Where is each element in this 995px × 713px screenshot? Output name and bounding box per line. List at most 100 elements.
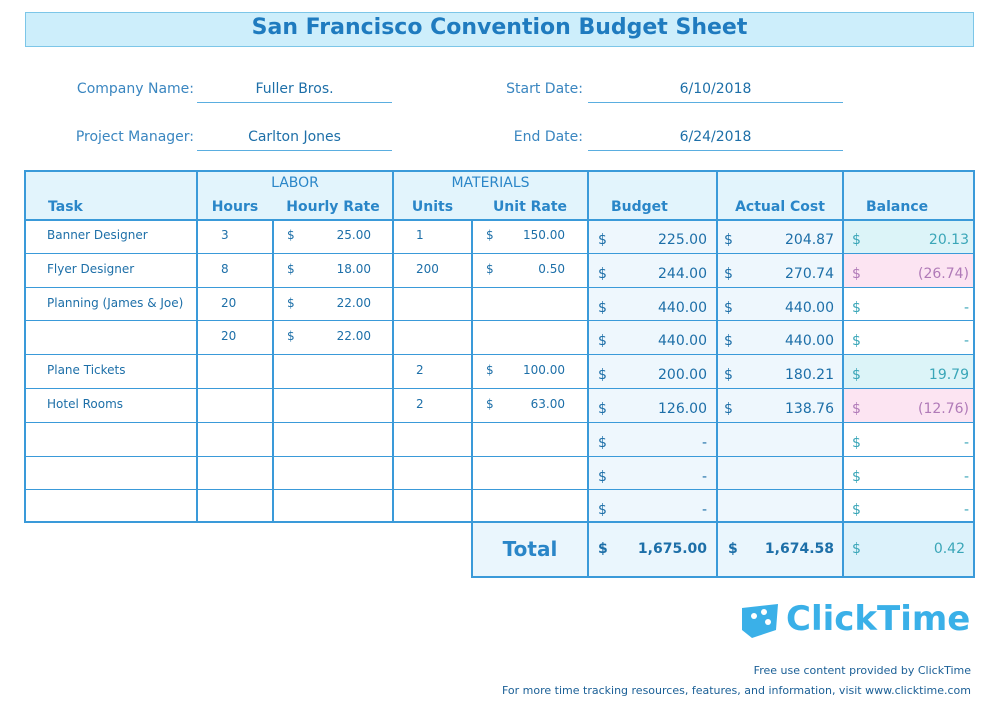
balance: 19.79 — [928, 367, 969, 383]
currency: $ — [724, 299, 733, 316]
units: 2 — [416, 397, 424, 411]
group-label: LABOR — [271, 175, 319, 191]
row-line — [25, 320, 973, 321]
column-header: Budget — [611, 199, 668, 215]
column-header: Task — [48, 199, 83, 215]
currency: $ — [486, 228, 494, 242]
row-line — [25, 388, 973, 389]
column-header: Hourly Rate — [286, 199, 380, 215]
balance: - — [963, 468, 969, 485]
actual-cost: 440.00 — [785, 299, 834, 316]
balance-bg — [843, 354, 973, 388]
actual-cost: 270.74 — [785, 266, 834, 282]
info-label: Project Manager: — [75, 129, 194, 145]
unit-rate: 0.50 — [538, 262, 565, 276]
info-label: Company Name: — [76, 81, 194, 97]
total-actual: 1,674.58 — [764, 541, 834, 557]
unit-rate: 100.00 — [523, 363, 565, 377]
task: Banner Designer — [47, 228, 148, 242]
actual-cost: 440.00 — [785, 333, 834, 349]
currency: $ — [598, 299, 607, 316]
balance-bg — [843, 253, 973, 287]
row-line — [25, 287, 973, 288]
title-bar — [25, 12, 974, 47]
balance-bg — [843, 219, 973, 253]
budget: 200.00 — [658, 367, 707, 383]
currency: $ — [852, 367, 861, 383]
group-label: MATERIALS — [451, 175, 530, 191]
credit: Free use content provided by ClickTime — [753, 664, 971, 677]
row-line — [25, 253, 973, 254]
task: Plane Tickets — [47, 363, 126, 377]
currency: $ — [852, 401, 861, 417]
actual-cost: 204.87 — [785, 232, 834, 248]
currency: $ — [598, 232, 607, 248]
total-balance: 0.42 — [933, 541, 965, 557]
hourly-rate: 22.00 — [336, 295, 371, 310]
balance: (26.74) — [917, 266, 969, 282]
currency: $ — [598, 541, 608, 557]
currency: $ — [852, 501, 861, 518]
currency: $ — [852, 541, 861, 557]
currency: $ — [724, 367, 733, 383]
unit-rate: 150.00 — [523, 228, 565, 242]
col-line — [471, 219, 473, 522]
row-line — [25, 354, 973, 355]
currency: $ — [852, 232, 861, 248]
currency: $ — [598, 401, 607, 417]
underline — [197, 150, 392, 151]
total-budget: 1,675.00 — [637, 541, 707, 557]
hours: 3 — [221, 228, 229, 242]
col-line — [196, 171, 198, 522]
hours: 8 — [221, 262, 229, 276]
currency: $ — [852, 299, 861, 316]
col-line — [272, 219, 274, 522]
row-line — [25, 456, 973, 457]
currency: $ — [852, 435, 861, 451]
actual-cost: 138.76 — [785, 401, 834, 417]
info-value: 6/24/2018 — [679, 129, 752, 145]
currency: $ — [598, 367, 607, 383]
currency: $ — [728, 541, 738, 557]
row-line — [25, 489, 973, 490]
units: 2 — [416, 363, 424, 377]
budget: - — [701, 435, 707, 451]
col-line — [716, 171, 718, 522]
currency: $ — [852, 266, 861, 282]
currency: $ — [287, 228, 295, 242]
currency: $ — [486, 397, 494, 411]
budget: - — [701, 501, 707, 518]
currency: $ — [724, 401, 733, 417]
task: Hotel Rooms — [47, 397, 124, 411]
currency: $ — [598, 333, 607, 349]
column-header: Unit Rate — [492, 199, 568, 215]
hours: 20 — [221, 329, 237, 343]
budget: 440.00 — [658, 333, 707, 349]
currency: $ — [287, 262, 295, 276]
col-line — [392, 171, 394, 522]
balance: - — [963, 501, 969, 518]
info-value: 6/10/2018 — [679, 81, 752, 97]
budget: 244.00 — [658, 266, 707, 282]
hours: 20 — [221, 295, 237, 310]
column-header: Units — [411, 199, 454, 215]
currency: $ — [598, 435, 607, 451]
info-label: Start Date: — [506, 81, 583, 97]
budget: - — [701, 468, 707, 485]
column-header: Actual Cost — [735, 199, 825, 215]
underline — [588, 150, 843, 151]
total-balance-bg — [843, 522, 973, 577]
currency: $ — [852, 468, 861, 485]
underline — [588, 102, 843, 103]
header-line — [25, 219, 973, 221]
balance-bg — [843, 388, 973, 422]
task: Planning (James & Joe) — [47, 295, 184, 310]
hourly-rate: 18.00 — [336, 262, 371, 276]
units: 1 — [416, 228, 424, 242]
logo-text: ClickTime — [786, 599, 971, 639]
col-line — [716, 522, 718, 577]
currency: $ — [287, 295, 295, 310]
balance: - — [963, 435, 969, 451]
total-label: Total — [502, 537, 558, 561]
